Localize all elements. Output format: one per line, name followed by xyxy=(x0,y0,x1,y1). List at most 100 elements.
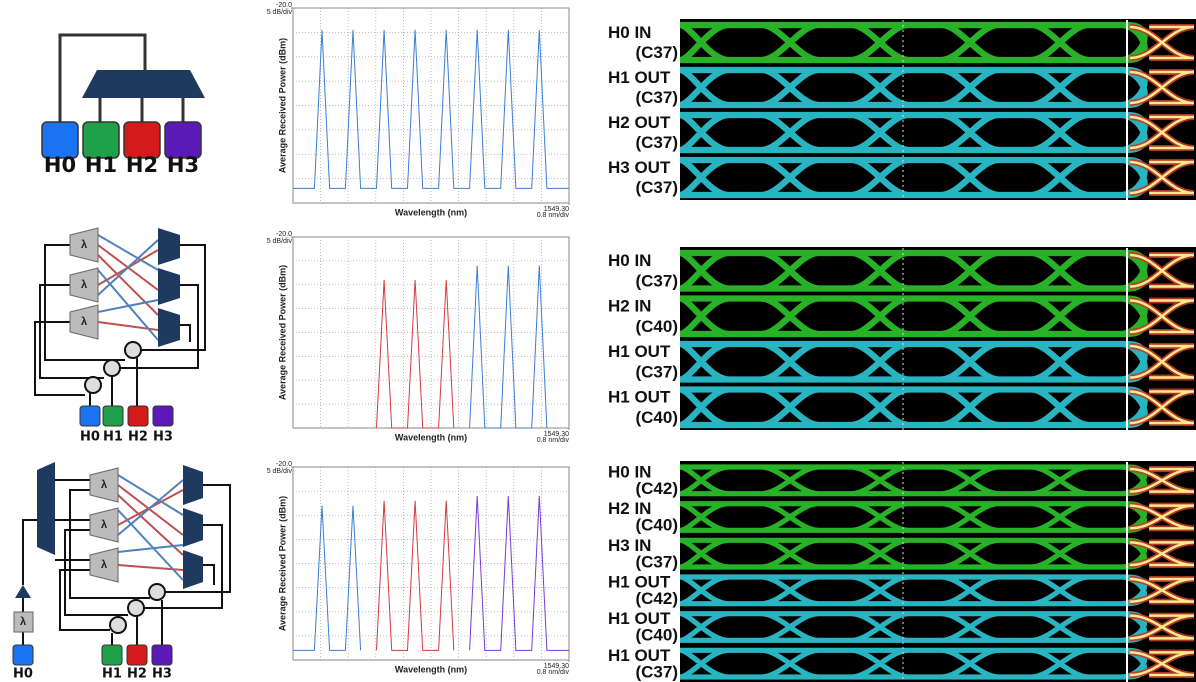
node-box xyxy=(102,405,124,427)
node-box xyxy=(152,405,174,427)
zoom-eye-core xyxy=(1129,115,1195,150)
x-axis-label: Wavelength (nm) xyxy=(395,207,467,217)
node-box xyxy=(79,405,101,427)
wire xyxy=(97,234,159,341)
node-label: H1 xyxy=(85,153,117,177)
y-tick-label: -20.0 xyxy=(276,231,292,238)
eye-channel: (C37) xyxy=(635,363,678,382)
zoom-eye-core xyxy=(1129,344,1195,379)
filter-label: λ xyxy=(101,519,107,531)
node-label: H3 xyxy=(167,153,199,177)
filter-label: λ xyxy=(81,239,87,251)
x-tick-label: 1549.30 xyxy=(544,431,569,438)
node-box xyxy=(164,121,202,159)
spectrum-line xyxy=(293,505,362,651)
eye-name: H2 IN xyxy=(608,297,651,316)
wire xyxy=(89,358,138,407)
x-division-label: 0.8 nm/div xyxy=(537,437,570,444)
filter-label: λ xyxy=(20,616,26,628)
zoom-eye-core xyxy=(1129,577,1195,603)
y-tick-label: -20.0 xyxy=(276,2,292,9)
filter-label: λ xyxy=(101,559,107,571)
eye-name: H1 OUT xyxy=(608,68,671,87)
eye-channel: (C40) xyxy=(635,317,678,336)
node-box xyxy=(82,121,120,159)
zoom-eye-core xyxy=(1129,390,1195,425)
multiplexer xyxy=(183,465,203,505)
y-division-label: 5 dB/div xyxy=(267,9,293,16)
node-label: H0 xyxy=(80,430,100,445)
circulator xyxy=(127,599,145,617)
filter xyxy=(69,304,99,340)
circulator xyxy=(109,616,127,634)
filter xyxy=(89,547,119,583)
node-label: H3 xyxy=(153,430,173,445)
x-tick-label: 1549.30 xyxy=(544,663,569,670)
y-axis-label: Average Received Power (dBm) xyxy=(277,265,287,400)
zoom-eye-core xyxy=(1129,25,1195,60)
zoom-eye-core xyxy=(1129,70,1195,105)
multiplexer xyxy=(158,268,180,305)
demultiplexer xyxy=(37,462,55,555)
y-tick-label: -20.0 xyxy=(276,461,292,468)
node-label: H1 xyxy=(103,430,123,445)
multiplexer xyxy=(183,550,203,589)
zoom-eye-core xyxy=(1129,614,1195,640)
circulator xyxy=(84,376,102,394)
circulator xyxy=(148,583,166,601)
spectrum-line xyxy=(469,265,548,429)
zoom-eye-core xyxy=(1129,467,1195,493)
eye-name: H0 IN xyxy=(608,251,651,270)
eye-name: H0 IN xyxy=(608,462,651,481)
eye-name: H1 OUT xyxy=(608,609,671,628)
eye-channel: (C37) xyxy=(635,178,678,197)
splitter xyxy=(15,585,31,598)
eye-name: H3 IN xyxy=(608,536,651,555)
x-division-label: 0.8 nm/div xyxy=(537,212,570,219)
node-box xyxy=(12,644,34,666)
filter-label: λ xyxy=(81,316,87,328)
node-box xyxy=(151,644,173,666)
eye-channel: (C42) xyxy=(635,479,678,498)
eye-name: H1 OUT xyxy=(608,342,671,361)
spectrum-line xyxy=(376,279,455,429)
eye-channel: (C40) xyxy=(635,516,678,535)
filter xyxy=(13,611,34,633)
filter xyxy=(69,227,99,263)
filter xyxy=(69,267,99,303)
wire xyxy=(117,474,184,581)
multiplexer xyxy=(158,308,180,347)
filter xyxy=(89,467,119,503)
wire xyxy=(34,244,206,396)
node-box xyxy=(126,644,148,666)
x-division-label: 0.8 nm/div xyxy=(537,669,570,676)
y-axis-label: Average Received Power (dBm) xyxy=(277,38,287,173)
y-division-label: 5 dB/div xyxy=(267,468,293,475)
diagram-3 xyxy=(12,462,231,666)
y-axis-label: Average Received Power (dBm) xyxy=(277,496,287,631)
eye-name: H1 OUT xyxy=(608,646,671,665)
eye-channel: (C37) xyxy=(635,88,678,107)
x-axis-label: Wavelength (nm) xyxy=(395,664,467,674)
multiplexer xyxy=(183,508,203,547)
wire xyxy=(55,479,231,631)
filter-label: λ xyxy=(101,479,107,491)
zoom-eye-core xyxy=(1129,541,1195,567)
spectrum-line xyxy=(293,29,569,189)
node-box xyxy=(123,121,161,159)
node-box xyxy=(101,644,123,666)
zoom-eye-core xyxy=(1129,504,1195,530)
eye-name: H1 OUT xyxy=(608,572,671,591)
eye-channel: (C40) xyxy=(635,408,678,427)
zoom-eye-core xyxy=(1129,253,1195,288)
node-box xyxy=(41,121,79,159)
zoom-eye-core xyxy=(1129,160,1195,195)
eye-name: H0 IN xyxy=(608,23,651,42)
node-label: H0 xyxy=(13,667,33,682)
eye-name: H3 OUT xyxy=(608,158,671,177)
eye-channel: (C37) xyxy=(635,662,678,681)
x-axis-label: Wavelength (nm) xyxy=(395,432,467,442)
filter xyxy=(89,507,119,543)
